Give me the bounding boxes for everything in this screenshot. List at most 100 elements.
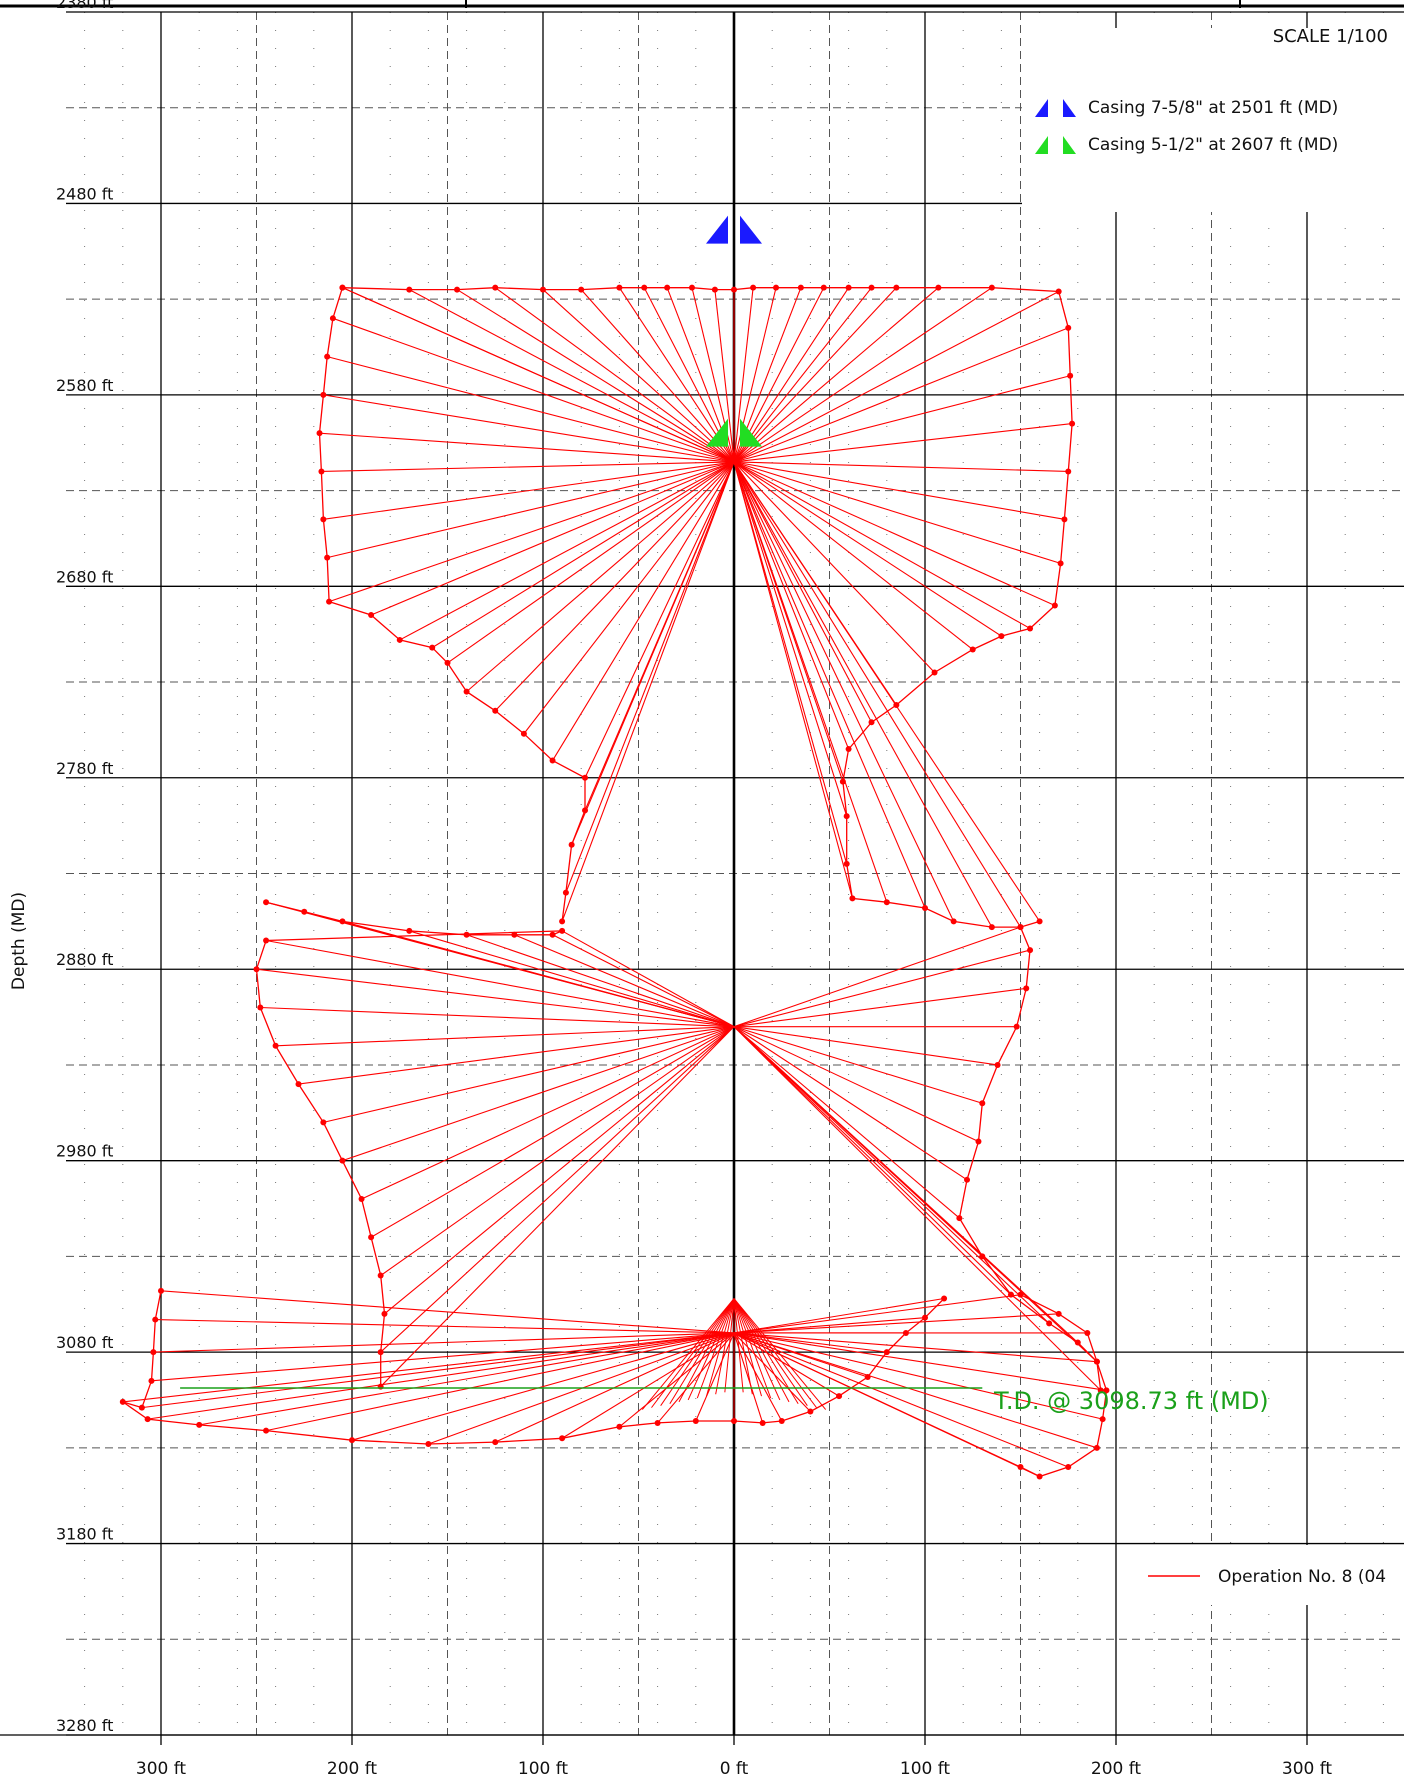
caliper-point bbox=[492, 1439, 499, 1446]
caliper-point bbox=[979, 1100, 986, 1107]
caliper-point bbox=[377, 1349, 384, 1356]
y-tick-label: 2380 ft bbox=[56, 0, 113, 12]
caliper-point bbox=[559, 1435, 566, 1442]
caliper-point bbox=[1069, 420, 1076, 427]
caliper-point bbox=[196, 1421, 203, 1428]
caliper-ray bbox=[733, 1332, 1021, 1468]
caliper-point bbox=[138, 1404, 145, 1411]
caliper-ray bbox=[619, 1332, 735, 1428]
caliper-point bbox=[326, 598, 333, 605]
caliper-ray bbox=[580, 289, 735, 463]
casing-1-label: Casing 7-5/8" at 2501 ft (MD) bbox=[1088, 98, 1338, 118]
caliper-ray bbox=[733, 1297, 945, 1334]
caliper-ray bbox=[733, 1298, 744, 1393]
caliper-point bbox=[1055, 288, 1062, 295]
caliper-point bbox=[253, 966, 260, 973]
caliper-point bbox=[778, 1418, 785, 1425]
caliper-ray bbox=[431, 461, 735, 649]
caliper-point bbox=[616, 1423, 623, 1430]
caliper-ray bbox=[733, 423, 1073, 463]
caliper-point bbox=[454, 286, 461, 293]
caliper-point bbox=[324, 554, 331, 561]
caliper-ray bbox=[323, 1026, 735, 1123]
caliper-ray bbox=[456, 289, 735, 463]
caliper-ray bbox=[494, 461, 735, 712]
caliper-outline bbox=[342, 287, 1073, 928]
caliper-ray bbox=[733, 1026, 1012, 1296]
caliper-ray bbox=[733, 461, 1041, 922]
caliper-point bbox=[396, 636, 403, 643]
caliper-ray bbox=[321, 461, 735, 473]
caliper-ray bbox=[733, 461, 935, 673]
caliper-ray bbox=[447, 461, 735, 664]
casing-marker-right-icon bbox=[740, 418, 762, 447]
data-layer bbox=[119, 284, 1110, 1480]
caliper-point bbox=[820, 284, 827, 291]
caliper-point bbox=[843, 860, 850, 867]
caliper-ray bbox=[466, 934, 735, 1028]
caliper-point bbox=[836, 1393, 843, 1400]
caliper-point bbox=[329, 315, 336, 322]
caliper-ray bbox=[323, 461, 735, 520]
caliper-point bbox=[688, 284, 695, 291]
caliper-ray bbox=[733, 1026, 998, 1066]
caliper-point bbox=[1067, 372, 1074, 379]
caliper-point bbox=[1027, 947, 1034, 954]
caliper-ray bbox=[370, 461, 735, 616]
caliper-ray bbox=[384, 1026, 735, 1315]
caliper-point bbox=[711, 286, 718, 293]
caliper-point bbox=[893, 284, 900, 291]
caliper-ray bbox=[733, 1298, 799, 1405]
caliper-point bbox=[559, 918, 566, 925]
caliper-ray bbox=[733, 1317, 926, 1334]
caliper-point bbox=[272, 1042, 279, 1049]
caliper-point bbox=[868, 719, 875, 726]
caliper-ray bbox=[696, 1298, 735, 1399]
caliper-point bbox=[559, 927, 566, 934]
y-tick-label: 2680 ft bbox=[56, 567, 113, 586]
caliper-point bbox=[773, 284, 780, 291]
casing-marker-right-icon bbox=[740, 215, 762, 244]
caliper-point bbox=[295, 1081, 302, 1088]
caliper-ray bbox=[514, 934, 735, 1028]
caliper-point bbox=[568, 841, 575, 848]
caliper-ray bbox=[733, 949, 1031, 1028]
caliper-ray bbox=[724, 1298, 735, 1393]
casing-2-right-triangle-icon bbox=[1063, 136, 1076, 154]
caliper-ray bbox=[733, 1298, 827, 1410]
caliper-point bbox=[868, 284, 875, 291]
caliper-point bbox=[425, 1441, 432, 1448]
caliper-point bbox=[641, 284, 648, 291]
caliper-ray bbox=[275, 1026, 735, 1047]
caliper-ray bbox=[733, 1026, 1098, 1363]
caliper-ray bbox=[733, 1026, 968, 1181]
caliper-ray bbox=[715, 1298, 735, 1395]
caliper-ray bbox=[733, 1332, 840, 1397]
caliper-ray bbox=[327, 461, 735, 559]
caliper-outline bbox=[1020, 1294, 1108, 1478]
caliper-ray bbox=[733, 1332, 1098, 1449]
caliper-ray bbox=[733, 987, 1027, 1028]
caliper-ray bbox=[256, 968, 735, 1028]
caliper-ray bbox=[565, 461, 735, 893]
x-tick-label: 0 ft bbox=[720, 1759, 749, 1779]
caliper-point bbox=[1065, 1463, 1072, 1470]
x-tick-label: 100 ft bbox=[900, 1759, 951, 1779]
caliper-point bbox=[731, 1418, 737, 1425]
caliper-ray bbox=[342, 287, 735, 463]
caliper-point bbox=[922, 1314, 928, 1321]
caliper-ray bbox=[561, 1332, 735, 1439]
caliper-point bbox=[998, 633, 1005, 640]
caliper-point bbox=[263, 899, 270, 906]
series-legend-label: Operation No. 8 (04 bbox=[1218, 1567, 1386, 1587]
caliper-ray bbox=[260, 1006, 735, 1028]
y-tick-label: 2580 ft bbox=[56, 376, 113, 395]
caliper-point bbox=[444, 659, 451, 666]
caliper-ray bbox=[552, 934, 735, 1028]
casing-2-left-triangle-icon bbox=[1035, 136, 1048, 154]
caliper-ray bbox=[151, 1332, 735, 1382]
caliper-ray bbox=[147, 1332, 735, 1420]
caliper-ray bbox=[733, 1294, 1021, 1334]
caliper-ray bbox=[733, 461, 1065, 520]
